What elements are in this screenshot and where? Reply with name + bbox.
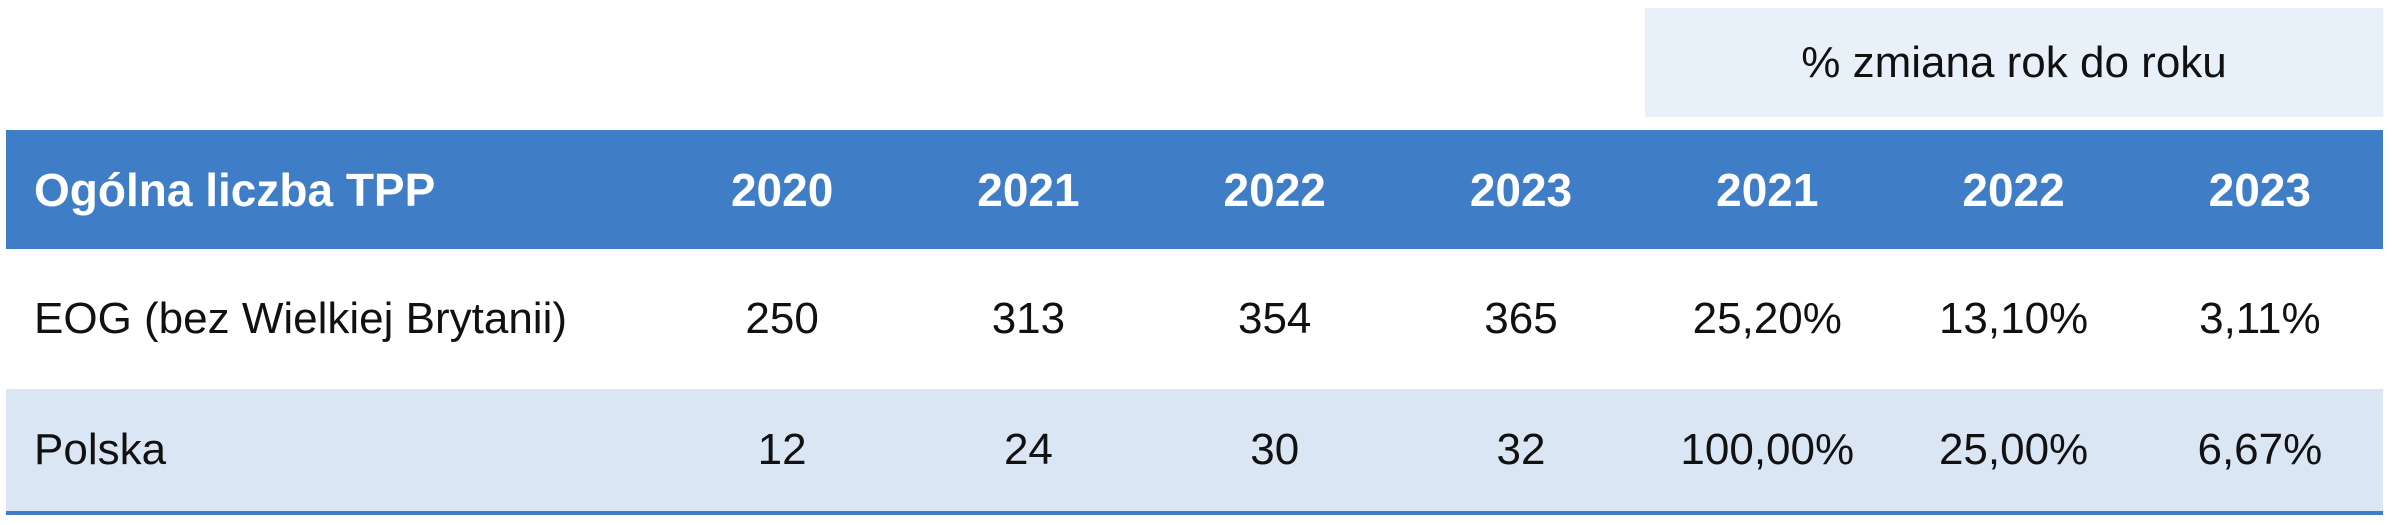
table-cell: 365 xyxy=(1484,294,1558,343)
column-header: 2023 xyxy=(2208,163,2312,216)
table-cell: 32 xyxy=(1496,425,1546,474)
table-cell: 12 xyxy=(757,425,807,474)
group-label: % zmiana rok do roku xyxy=(1801,37,2227,87)
column-header: 2021 xyxy=(1716,163,1819,216)
column-header: Ogólna liczba TPP xyxy=(34,163,436,216)
table-cell: 13,10% xyxy=(1938,294,2089,343)
table-cell: 6,67% xyxy=(2197,425,2323,474)
table-cell: 24 xyxy=(1003,425,1053,474)
table-cell: 100,00% xyxy=(1680,425,1855,474)
column-header: 2023 xyxy=(1469,163,1573,216)
table-cell: 25,20% xyxy=(1692,294,1842,343)
header-row: Ogólna liczba TPP 2020 2021 2022 2023 2021 202… xyxy=(6,130,2383,249)
table-cell: 3,11% xyxy=(2199,294,2321,343)
row-label: EOG (bez Wielkiej Brytanii) xyxy=(34,294,568,343)
column-header: 2020 xyxy=(730,163,834,216)
table-cell: 30 xyxy=(1250,425,1300,474)
table-cell: 250 xyxy=(745,294,819,343)
column-header: 2022 xyxy=(1223,163,1326,216)
table-row: EOG (bez Wielkiej Brytanii) 250 313 354 365 2… xyxy=(6,249,2383,389)
column-header: 2021 xyxy=(977,163,1080,216)
column-header: 2022 xyxy=(1962,163,2065,216)
table-cell: 354 xyxy=(1237,294,1312,343)
row-label: Polska xyxy=(34,425,167,474)
group-header: % zmiana rok do roku xyxy=(1645,8,2383,117)
table-cell: 313 xyxy=(991,294,1066,343)
table-row: Polska 12 24 30 32 100,00% 25,00% 6,67% xyxy=(6,389,2383,515)
table-cell: 25,00% xyxy=(1938,425,2089,474)
